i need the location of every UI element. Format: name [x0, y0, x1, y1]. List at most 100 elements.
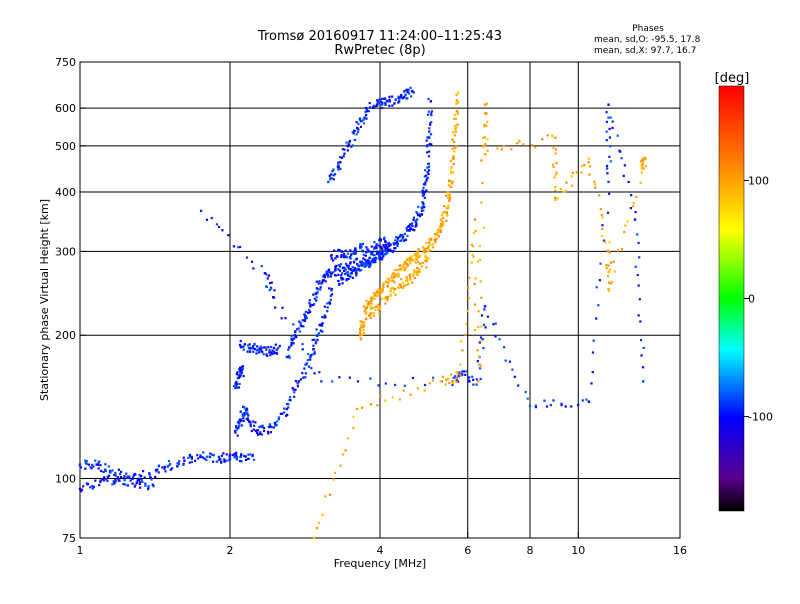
trace-point-o [379, 100, 383, 103]
trace-point-o [270, 425, 273, 429]
trace-point-o [399, 233, 402, 237]
trace-point-o [331, 259, 335, 262]
trace-point-o [106, 479, 109, 483]
trace-point-o [292, 323, 295, 326]
trace-point-o [364, 254, 367, 257]
trace-point-x [444, 383, 447, 386]
trace-point-o [337, 263, 340, 267]
trace-point-x [476, 260, 479, 263]
trace-point-o [480, 314, 484, 317]
trace-point-x [431, 379, 435, 382]
trace-point-x [432, 243, 435, 246]
trace-point-x [456, 123, 459, 126]
trace-point-o [606, 167, 609, 170]
trace-point-o [247, 457, 250, 460]
trace-point-o [504, 359, 507, 362]
trace-point-x [339, 464, 342, 467]
trace-point-o [248, 343, 251, 346]
trace-point-x [425, 266, 428, 269]
trace-point-o [330, 271, 333, 274]
trace-point-o [379, 254, 382, 257]
trace-point-o [325, 273, 328, 276]
trace-point-x [483, 136, 486, 139]
trace-point-o [268, 348, 271, 352]
trace-point-x [480, 159, 483, 162]
trace-point-o [427, 110, 431, 113]
trace-point-o [169, 468, 172, 471]
trace-point-x [374, 305, 377, 309]
data-point-o [355, 126, 359, 130]
data-point-o [148, 473, 151, 476]
trace-point-o [274, 343, 277, 346]
stats-line-x: mean, sd,X: 97.7, 16.7 [594, 46, 696, 56]
trace-point-o [371, 261, 375, 264]
trace-point-x [480, 296, 483, 299]
trace-point-x [473, 329, 477, 332]
trace-point-o [316, 338, 319, 342]
trace-point-o [362, 118, 365, 121]
trace-point-o [238, 424, 241, 428]
trace-point-o [290, 344, 293, 347]
trace-point-o [99, 464, 102, 467]
trace-point-o [367, 263, 370, 266]
trace-point-o [475, 378, 478, 381]
trace-point-x [601, 216, 604, 219]
trace-point-x [457, 91, 460, 94]
trace-point-x [410, 255, 413, 258]
trace-point-x [485, 102, 488, 105]
trace-point-o [157, 471, 160, 474]
trace-point-x [413, 277, 416, 280]
trace-point-o [94, 479, 97, 482]
trace-point-o [352, 252, 356, 255]
trace-point-o [239, 366, 242, 369]
trace-point-o [360, 268, 363, 272]
trace-point-x [440, 222, 443, 226]
trace-point-o [157, 464, 161, 467]
trace-point-o [428, 127, 431, 130]
trace-point-x [477, 310, 480, 313]
trace-point-o [237, 368, 241, 371]
trace-point-o [350, 145, 353, 148]
trace-point-x [398, 398, 401, 401]
trace-point-o [383, 237, 386, 240]
trace-point-x [382, 284, 385, 287]
trace-point-x [611, 280, 614, 284]
trace-point-o [524, 390, 527, 394]
trace-point-o [123, 483, 127, 486]
y-axis-ticks: 75 100 200 300 400 500 600 750 [55, 56, 86, 545]
trace-point-o [105, 478, 108, 481]
trace-point-o [298, 320, 301, 323]
trace-point-o [375, 244, 378, 247]
trace-point-o [359, 246, 362, 249]
trace-point-o [329, 275, 332, 278]
trace-point-x [408, 259, 411, 262]
trace-point-o [280, 317, 283, 320]
trace-point-o [348, 141, 351, 144]
trace-point-x [452, 379, 455, 382]
trace-point-o [295, 336, 298, 339]
trace-point-x [409, 275, 412, 279]
data-point-x [455, 93, 458, 96]
trace-point-o [381, 250, 384, 254]
trace-point-o [225, 453, 228, 456]
trace-point-o [321, 330, 324, 333]
trace-point-o [270, 287, 273, 290]
trace-point-o [552, 399, 555, 402]
trace-point-o [398, 96, 401, 99]
trace-point-o [412, 218, 415, 221]
x-axis-label: Frequency [MHz] [334, 557, 426, 570]
trace-point-o [238, 245, 242, 249]
trace-point-x [439, 225, 442, 228]
trace-point-x [394, 293, 397, 296]
trace-point-x [570, 175, 573, 178]
trace-point-o [127, 476, 130, 479]
trace-point-x [425, 260, 428, 263]
trace-point-o [378, 253, 381, 256]
trace-point-x [419, 254, 422, 257]
trace-point-o [205, 458, 208, 462]
trace-point-o [383, 236, 386, 239]
trace-point-o [396, 238, 399, 241]
trace-point-o [279, 412, 282, 415]
trace-point-x [443, 210, 447, 214]
data-point-x [312, 536, 316, 540]
